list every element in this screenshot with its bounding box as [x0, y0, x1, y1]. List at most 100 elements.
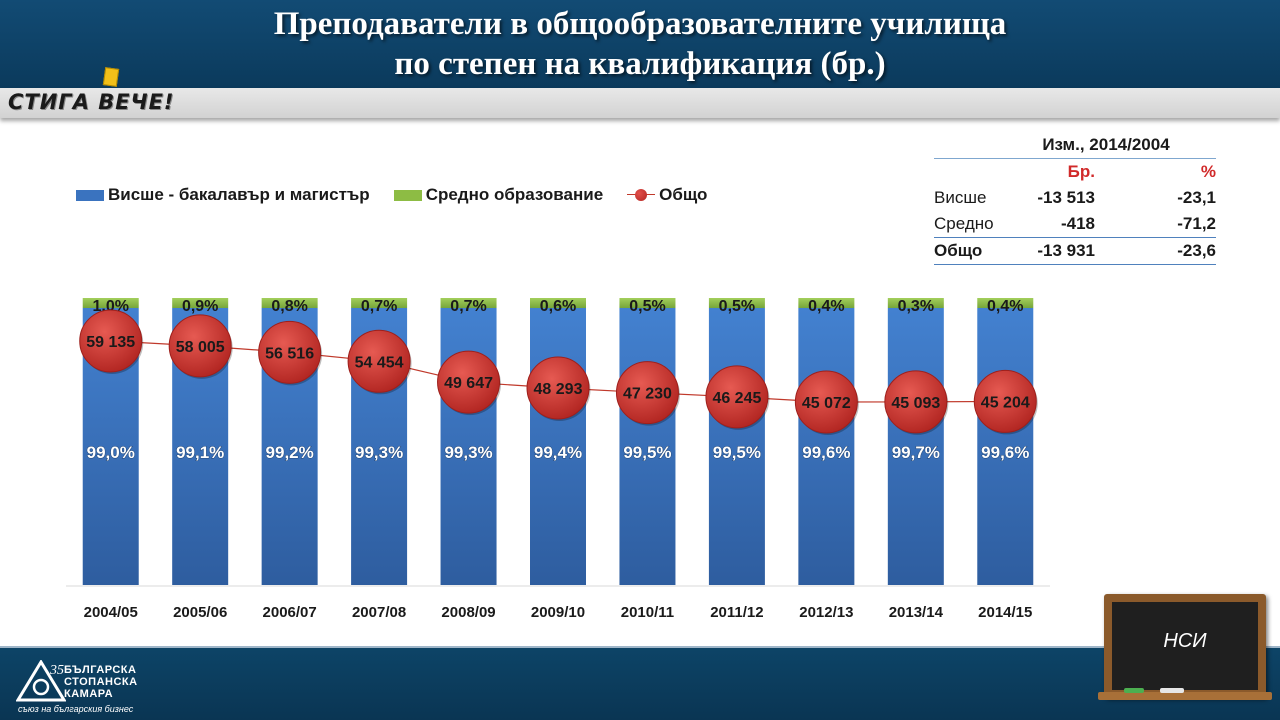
blackboard-ledge: [1098, 692, 1272, 700]
blackboard: [1112, 602, 1258, 690]
summary-row-label: Общо: [934, 237, 1020, 265]
bar-secondary: [798, 298, 855, 308]
summary-header-pct: %: [1200, 162, 1216, 181]
legend-item-higher: Висше - бакалавър и магистър: [76, 185, 370, 205]
legend-label-total: Общо: [659, 185, 708, 204]
bar-secondary: [977, 298, 1034, 308]
bar-secondary: [261, 298, 318, 308]
bar-secondary: [708, 298, 765, 308]
x-tick-label: 2006/07: [263, 604, 317, 621]
total-point: [258, 320, 322, 384]
total-point: [705, 365, 769, 429]
data-label-higher: 99,5%: [713, 443, 761, 462]
legend-item-secondary: Средно образование: [393, 185, 604, 205]
data-label-total: 48 293: [534, 381, 583, 398]
data-label-higher: 99,6%: [802, 443, 850, 462]
summary-row-label: Висше: [934, 188, 987, 207]
total-point: [615, 361, 679, 425]
source-label: НСИ: [1163, 630, 1207, 652]
total-point: [79, 309, 143, 373]
x-tick-label: 2008/09: [441, 604, 495, 621]
total-point: [168, 314, 232, 378]
stiga-veche-logo: СТИГА ВЕЧЕ!: [8, 90, 175, 114]
x-tick-label: 2012/13: [799, 604, 853, 621]
bar-secondary: [82, 298, 139, 308]
bar-secondary: [887, 298, 944, 308]
legend-item-total: Общо: [627, 185, 707, 205]
footer-divider: [0, 646, 1280, 648]
data-label-secondary: 0,5%: [719, 298, 755, 315]
data-label-higher: 99,2%: [266, 443, 314, 462]
summary-caption: Изм., 2014/2004: [934, 132, 1216, 159]
bsk-tagline: съюз на българския бизнес: [18, 704, 134, 714]
bar-higher: [708, 308, 765, 585]
data-label-total: 58 005: [176, 339, 225, 356]
summary-row-pct: -71,2: [1177, 214, 1216, 233]
summary-header-count: Бр.: [1067, 162, 1095, 181]
summary-total-row: Общо -13 931 -23,6: [934, 237, 1216, 265]
data-label-secondary: 0,5%: [629, 298, 665, 315]
summary-row-count: -13 513: [1037, 188, 1095, 207]
data-label-secondary: 0,7%: [361, 298, 397, 315]
bar-secondary: [530, 298, 586, 308]
bar-higher: [798, 308, 855, 585]
data-label-higher: 99,3%: [444, 443, 492, 462]
chalk-icon: [1124, 688, 1144, 693]
legend-label-higher: Висше - бакалавър и магистър: [108, 185, 370, 204]
summary-row-pct: -23,6: [1095, 237, 1216, 265]
data-label-secondary: 0,4%: [987, 298, 1023, 315]
total-point: [526, 356, 590, 420]
data-label-total: 56 516: [265, 345, 314, 362]
legend-swatch-secondary: [393, 189, 422, 201]
data-label-secondary: 0,8%: [271, 298, 307, 315]
title-bar: [0, 0, 1280, 88]
bar-higher: [530, 308, 586, 585]
title-line-2: по степен на квалификация (бр.): [394, 46, 886, 82]
total-point: [884, 370, 948, 434]
data-label-total: 49 647: [444, 375, 493, 392]
summary-header-row: Бр. %: [934, 159, 1216, 185]
x-tick-label: 2007/08: [352, 604, 406, 621]
x-tick-label: 2014/15: [978, 604, 1032, 621]
bar-higher: [977, 308, 1034, 585]
bsk-org-line: БЪЛГАРСКА: [64, 664, 137, 676]
bsk-org-line: СТОПАНСКА: [64, 676, 138, 688]
total-point: [973, 369, 1037, 433]
bsk-logo-icon: 35: [16, 660, 66, 702]
bsk-org-line: КАМАРА: [64, 688, 114, 700]
x-tick-label: 2009/10: [531, 604, 585, 621]
data-label-higher: 99,7%: [892, 443, 940, 462]
data-label-secondary: 0,9%: [182, 298, 218, 315]
legend-label-secondary: Средно образование: [425, 185, 604, 204]
data-label-total: 45 204: [981, 394, 1030, 411]
bar-secondary: [351, 298, 408, 308]
title-line-1: Преподаватели в общообразователните учил…: [273, 6, 1007, 42]
bar-higher: [887, 308, 944, 585]
bar-higher: [619, 308, 676, 585]
data-label-secondary: 0,4%: [808, 298, 844, 315]
x-tick-label: 2013/14: [889, 604, 944, 621]
data-label-higher: 99,5%: [623, 443, 671, 462]
data-label-total: 45 072: [802, 395, 851, 412]
data-label-total: 59 135: [86, 334, 135, 351]
data-label-higher: 99,3%: [355, 443, 403, 462]
data-label-higher: 99,4%: [534, 443, 582, 462]
data-label-secondary: 0,3%: [898, 298, 934, 315]
data-label-higher: 99,1%: [176, 443, 224, 462]
data-label-total: 54 454: [355, 354, 404, 371]
data-label-total: 47 230: [623, 386, 672, 403]
x-tick-label: 2004/05: [84, 604, 138, 621]
x-tick-label: 2005/06: [173, 604, 227, 621]
total-point: [347, 329, 411, 393]
data-label-secondary: 0,6%: [540, 298, 576, 315]
summary-row: Средно -418 -71,2: [934, 211, 1216, 238]
bar-secondary: [172, 298, 229, 308]
change-summary-table: Изм., 2014/2004 Бр. % Висше -13 513 -23,…: [934, 132, 1216, 265]
data-label-total: 46 245: [712, 390, 761, 407]
svg-text:35: 35: [49, 663, 64, 678]
total-point: [794, 370, 858, 434]
legend-line-total-icon: [627, 189, 656, 201]
summary-row-count: -13 931: [1020, 237, 1095, 265]
data-label-secondary: 0,7%: [450, 298, 486, 315]
